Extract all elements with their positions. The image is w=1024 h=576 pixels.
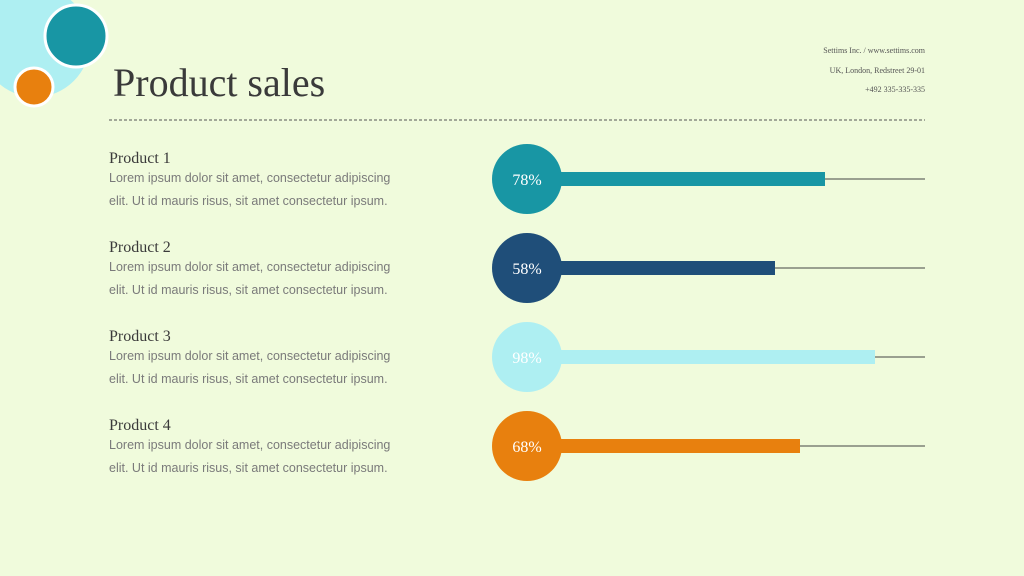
company: Settims Inc. / www.settims.com	[823, 46, 925, 55]
bar	[527, 172, 825, 186]
value-label: 98%	[512, 350, 541, 367]
bar	[527, 350, 875, 364]
bubble	[492, 322, 562, 392]
product-description: Lorem ipsum dolor sit amet, consectetur …	[109, 171, 391, 208]
product-description: Lorem ipsum dolor sit amet, consectetur …	[109, 260, 391, 297]
product-description: Lorem ipsum dolor sit amet, consectetur …	[109, 438, 391, 475]
product-name: Product 2	[109, 239, 171, 256]
phone: +492 335-335-335	[865, 85, 925, 94]
product-name: Product 4	[109, 417, 171, 434]
bar	[527, 439, 800, 453]
product-name: Product 3	[109, 328, 171, 345]
value-label: 58%	[512, 261, 541, 278]
bubble	[492, 411, 562, 481]
value-label: 78%	[512, 172, 541, 189]
product-description: Lorem ipsum dolor sit amet, consectetur …	[109, 349, 391, 386]
decor-circle	[13, 66, 55, 108]
bar	[527, 261, 775, 275]
value-label: 68%	[512, 439, 541, 456]
title: Product sales	[113, 60, 325, 105]
product-name: Product 1	[109, 150, 171, 167]
address: UK, London, Redstreet 29-01	[830, 66, 925, 75]
bubble	[492, 144, 562, 214]
bubble	[492, 233, 562, 303]
decor-circle	[43, 3, 109, 69]
